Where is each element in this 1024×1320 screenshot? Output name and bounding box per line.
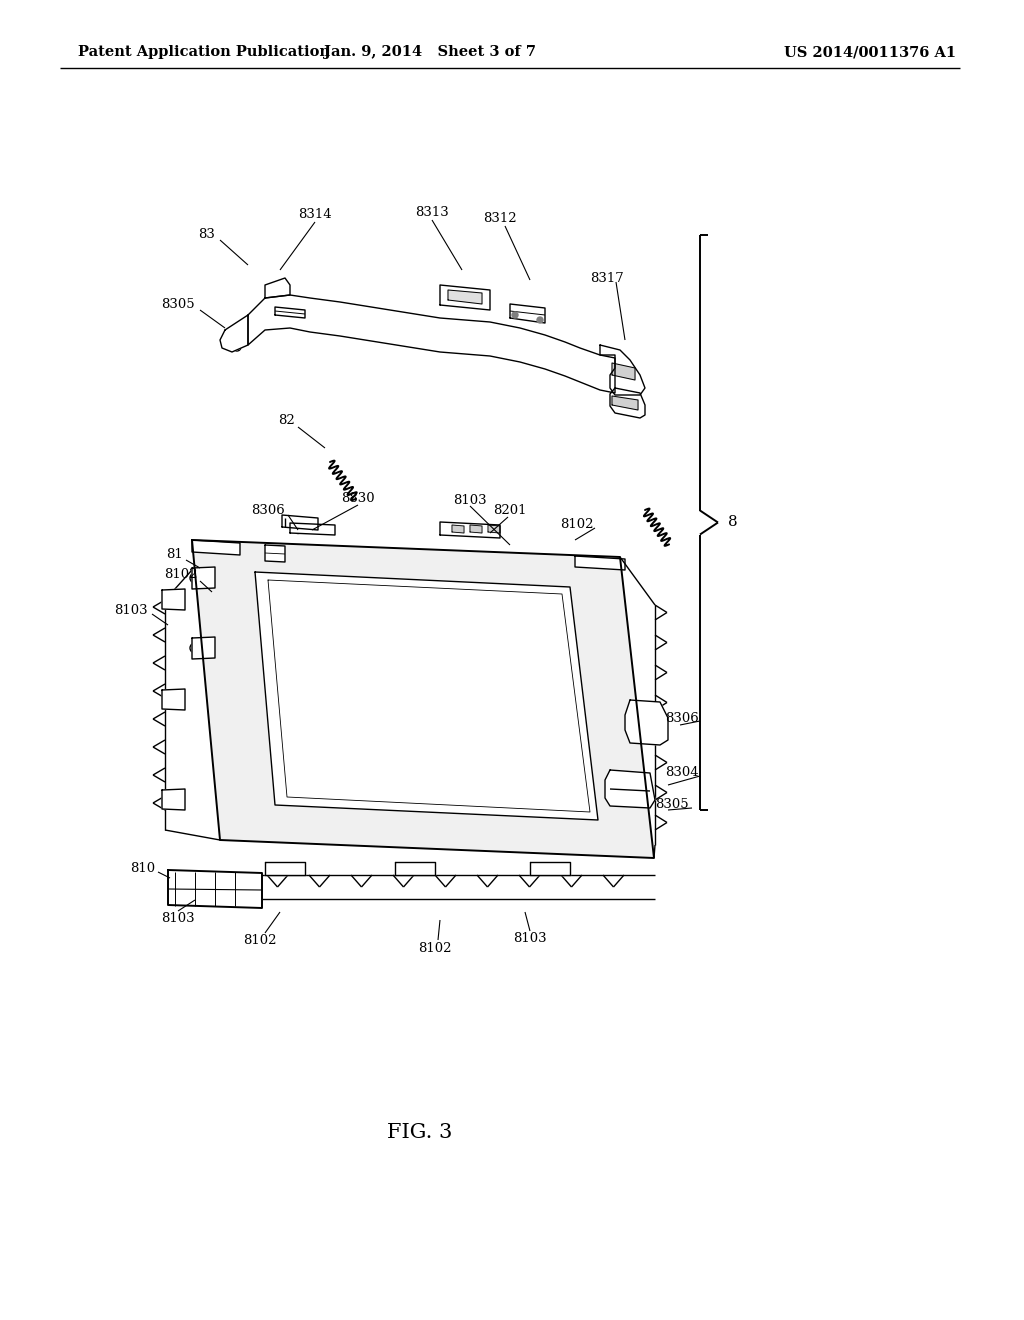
- Text: 8102: 8102: [165, 569, 198, 582]
- Circle shape: [512, 312, 518, 318]
- Text: 8305: 8305: [162, 298, 195, 312]
- Text: 81: 81: [166, 549, 183, 561]
- Text: 8314: 8314: [298, 209, 332, 222]
- Text: 8103: 8103: [454, 494, 486, 507]
- Polygon shape: [193, 540, 654, 858]
- Polygon shape: [600, 345, 645, 395]
- Polygon shape: [452, 525, 464, 533]
- Polygon shape: [440, 285, 490, 310]
- Text: 8312: 8312: [483, 211, 517, 224]
- Polygon shape: [168, 870, 262, 908]
- Polygon shape: [290, 523, 335, 535]
- Polygon shape: [193, 568, 215, 589]
- Polygon shape: [162, 589, 185, 610]
- Text: 8102: 8102: [418, 941, 452, 954]
- Text: 8830: 8830: [341, 491, 375, 504]
- Text: 8317: 8317: [590, 272, 624, 285]
- Polygon shape: [440, 521, 500, 539]
- Polygon shape: [162, 689, 185, 710]
- Polygon shape: [220, 315, 248, 352]
- Polygon shape: [470, 525, 482, 533]
- Polygon shape: [575, 556, 625, 570]
- Text: 8: 8: [728, 515, 737, 529]
- Text: 8102: 8102: [244, 933, 276, 946]
- Polygon shape: [612, 396, 638, 411]
- Text: 8201: 8201: [494, 503, 526, 516]
- Text: Jan. 9, 2014   Sheet 3 of 7: Jan. 9, 2014 Sheet 3 of 7: [324, 45, 536, 59]
- Polygon shape: [248, 294, 615, 393]
- Text: 8313: 8313: [415, 206, 449, 219]
- Text: Patent Application Publication: Patent Application Publication: [78, 45, 330, 59]
- Polygon shape: [395, 862, 435, 875]
- Text: 810: 810: [130, 862, 155, 874]
- Polygon shape: [275, 308, 305, 318]
- Text: 8306: 8306: [665, 711, 698, 725]
- Text: 8103: 8103: [513, 932, 547, 945]
- Text: 8103: 8103: [161, 912, 195, 924]
- Polygon shape: [530, 862, 570, 875]
- Polygon shape: [265, 545, 285, 562]
- Polygon shape: [510, 304, 545, 323]
- Polygon shape: [625, 700, 668, 744]
- Text: 8306: 8306: [251, 503, 285, 516]
- Polygon shape: [193, 638, 215, 659]
- Circle shape: [537, 317, 543, 323]
- Polygon shape: [449, 290, 482, 304]
- Polygon shape: [605, 770, 655, 808]
- Polygon shape: [265, 279, 290, 298]
- Polygon shape: [193, 540, 240, 554]
- Text: 8304: 8304: [665, 766, 698, 779]
- Polygon shape: [488, 525, 500, 533]
- Polygon shape: [265, 862, 305, 875]
- Polygon shape: [612, 363, 635, 380]
- Polygon shape: [610, 388, 645, 418]
- Polygon shape: [162, 789, 185, 810]
- Text: US 2014/0011376 A1: US 2014/0011376 A1: [784, 45, 956, 59]
- Text: 8102: 8102: [560, 519, 594, 532]
- Polygon shape: [255, 572, 598, 820]
- Polygon shape: [282, 515, 318, 531]
- Text: FIG. 3: FIG. 3: [387, 1122, 453, 1142]
- Text: 8305: 8305: [655, 799, 688, 812]
- Text: 8103: 8103: [115, 603, 148, 616]
- Text: 83: 83: [198, 228, 215, 242]
- Text: 82: 82: [279, 413, 295, 426]
